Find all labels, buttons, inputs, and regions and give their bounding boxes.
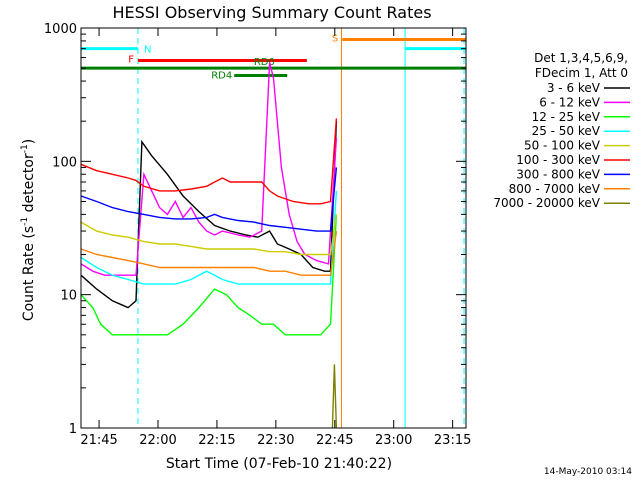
y-label-end: ) — [21, 139, 37, 144]
legend-header-line-1: Det 1,3,4,5,6,9, — [534, 51, 628, 65]
y-tick-label-3: 1000 — [44, 22, 77, 37]
series-line-3 — [80, 190, 338, 285]
y-tick-label-1: 10 — [60, 289, 77, 304]
flag-label-f: F — [128, 55, 134, 66]
legend-label-5: 100 - 300 keV — [516, 153, 600, 167]
legend-header-line-2: FDecim 1, Att 0 — [535, 66, 628, 80]
flag-bars-layer: NF RD0 RD4 S — [81, 33, 466, 82]
x-tick-label-6: 23:15 — [434, 433, 471, 448]
y-label-sup2: -1 — [20, 144, 30, 153]
x-tick-label-3: 22:30 — [257, 433, 294, 448]
x-tick-label-0: 21:45 — [80, 433, 117, 448]
x-tick-label-2: 22:15 — [198, 433, 235, 448]
series-line-8 — [331, 364, 338, 429]
axis-ticks: 21:45 22:00 22:15 22:30 22:45 23:00 23:15 1 10 10… — [44, 22, 471, 448]
x-axis-label: Start Time (07-Feb-10 21:40:22) — [166, 456, 392, 472]
flag-label-rd4: RD4 — [211, 71, 232, 82]
footer-timestamp: 14-May-2010 03:14 — [544, 467, 632, 477]
legend-label-1: 6 - 12 keV — [539, 95, 601, 109]
y-label-main: Count Rate (s — [21, 226, 37, 321]
series-line-6 — [80, 167, 338, 232]
y-tick-label-2: 100 — [52, 155, 77, 170]
legend-label-6: 300 - 800 keV — [516, 167, 600, 181]
legend-label-0: 3 - 6 keV — [547, 81, 601, 95]
series-line-1 — [80, 62, 338, 276]
y-tick-label-0: 1 — [69, 422, 77, 437]
series-line-4 — [80, 214, 338, 256]
plot-frame — [80, 27, 467, 429]
flag-label-rd0: RD0 — [254, 57, 275, 68]
legend-label-7: 800 - 7000 keV — [509, 182, 601, 196]
series-line-0 — [80, 121, 338, 309]
series-line-2 — [80, 214, 338, 336]
x-tick-label-4: 22:45 — [316, 433, 353, 448]
x-tick-label-5: 23:00 — [375, 433, 412, 448]
flag-label-n: N — [144, 45, 151, 56]
legend: Det 1,3,4,5,6,9, FDecim 1, Att 0 3 - 6 k… — [493, 51, 630, 210]
series-layer — [80, 62, 338, 429]
legend-label-4: 50 - 100 keV — [524, 139, 601, 153]
chart-title: HESSI Observing Summary Count Rates — [112, 3, 431, 22]
legend-label-8: 7000 - 20000 keV — [493, 196, 600, 210]
series-line-5 — [80, 118, 338, 205]
markers-layer — [137, 28, 465, 428]
y-axis-label: Count Rate (s-1 detector-1) — [20, 139, 37, 321]
y-label-sup1: -1 — [20, 217, 30, 226]
flag-label-s: S — [332, 33, 338, 44]
legend-label-2: 12 - 25 keV — [532, 110, 601, 124]
legend-label-3: 25 - 50 keV — [532, 124, 601, 138]
x-tick-label-1: 22:00 — [139, 433, 176, 448]
series-line-7 — [80, 231, 338, 276]
y-label-mid: detector — [21, 153, 37, 217]
